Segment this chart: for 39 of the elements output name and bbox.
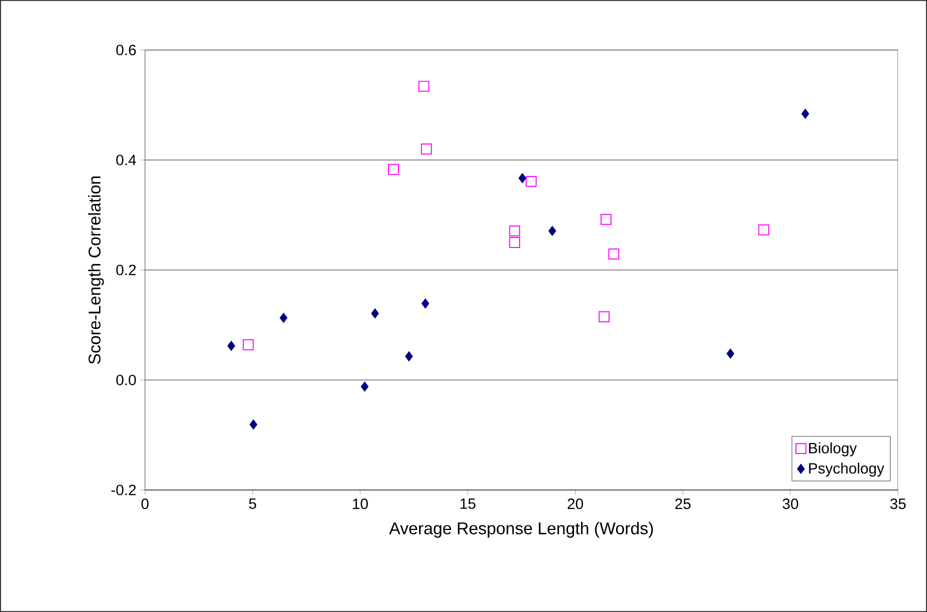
point: [371, 308, 379, 319]
y-tick-label: -0.2: [111, 484, 136, 496]
point: [360, 381, 369, 392]
point: [600, 214, 612, 225]
point: [250, 419, 258, 430]
y-tick-label: 0.4: [116, 154, 136, 166]
point: [608, 248, 620, 260]
y-axis-title: Score-Length Correlation: [88, 176, 104, 364]
point: [548, 226, 556, 236]
x-axis-title: Average Response Length (Words): [389, 522, 653, 538]
x-tick-label: 0: [141, 498, 149, 510]
point: [758, 224, 770, 236]
point: [227, 340, 236, 352]
point: [526, 176, 537, 187]
x-tick-label: 5: [249, 498, 256, 509]
point: [280, 312, 288, 324]
legend-label: Psychology: [809, 462, 884, 477]
point: [242, 339, 254, 350]
point: [518, 172, 526, 184]
point: [509, 225, 520, 236]
x-tick-label: 25: [675, 498, 691, 510]
point: [418, 80, 430, 92]
point: [598, 311, 610, 322]
point: [405, 351, 413, 362]
x-tick-label: 30: [782, 498, 798, 510]
x-tick-label: 35: [890, 498, 906, 510]
point: [509, 237, 520, 248]
x-tick-label: 15: [460, 498, 476, 509]
point: [726, 348, 734, 359]
x-tick-label: 10: [352, 498, 368, 510]
point: [420, 144, 432, 154]
x-tick-label: 20: [568, 498, 584, 510]
point: [421, 298, 430, 309]
y-tick-label: 0.2: [116, 264, 136, 276]
y-tick-label: 0.6: [116, 44, 136, 56]
point: [801, 108, 810, 119]
y-tick-label: 0.0: [116, 374, 136, 386]
legend-label: Biology: [809, 442, 857, 456]
point: [388, 164, 399, 175]
